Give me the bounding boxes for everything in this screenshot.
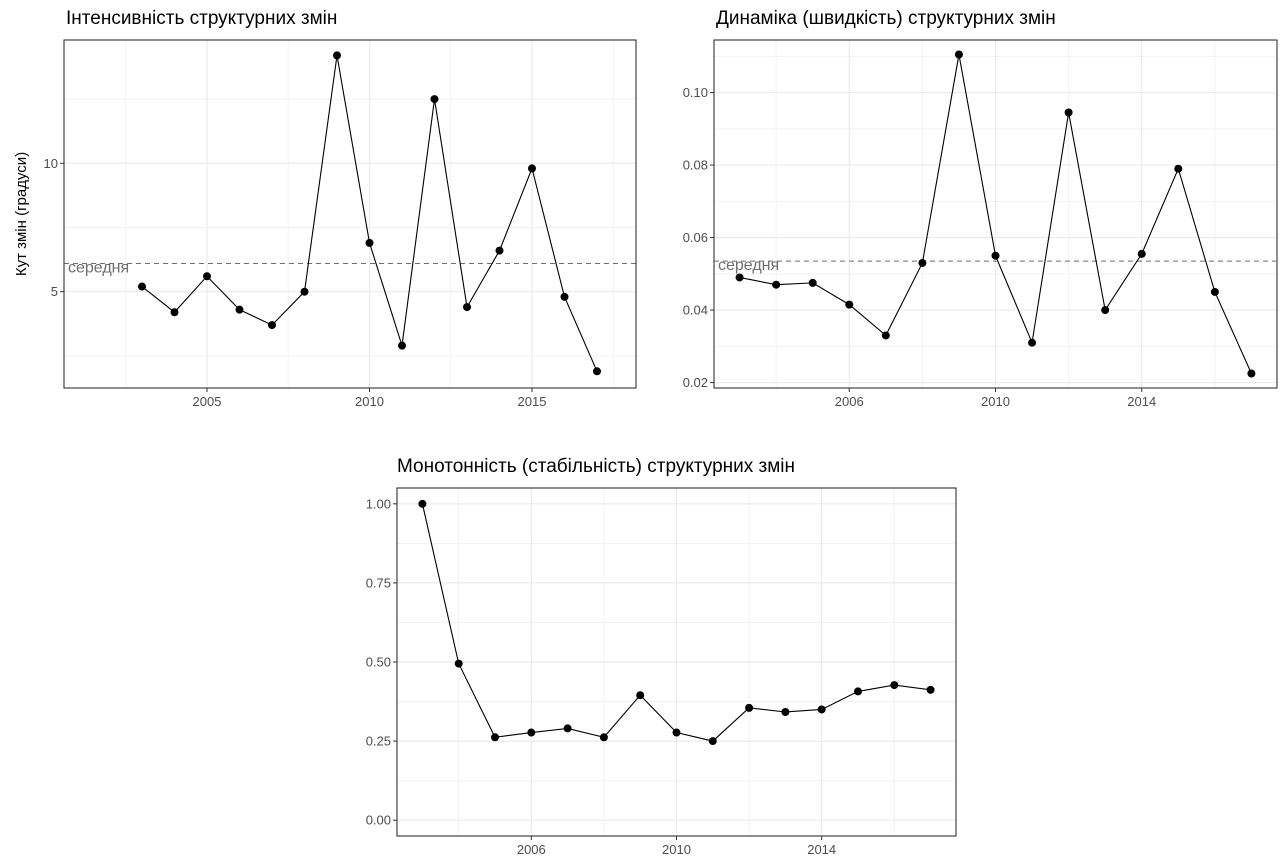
- x-tick-label: 2014: [1127, 394, 1156, 409]
- chart-title: Монотонність (стабільність) структурних …: [397, 456, 795, 477]
- data-points: [138, 51, 601, 376]
- data-point: [918, 258, 927, 267]
- x-tick-label: 2006: [835, 394, 864, 409]
- data-points: [735, 50, 1256, 378]
- data-point: [890, 681, 899, 690]
- data-point: [300, 287, 309, 296]
- x-tick-label: 2010: [355, 394, 384, 409]
- y-tick-label: 0.10: [683, 85, 708, 100]
- data-point: [1101, 306, 1110, 315]
- chart-monotonicity: Монотонність (стабільність) структурних …: [366, 456, 957, 857]
- data-point: [203, 272, 211, 281]
- data-point: [735, 273, 744, 282]
- data-point: [845, 300, 854, 309]
- data-point: [528, 164, 536, 173]
- y-tick-label: 10: [44, 156, 58, 171]
- chart-title: Інтенсивність структурних змін: [66, 8, 337, 29]
- x-tick-label: 2015: [518, 394, 547, 409]
- data-point: [781, 707, 790, 716]
- data-point: [365, 238, 374, 247]
- data-point: [454, 659, 463, 668]
- x-axis-ticks: 2005 2010 2015: [193, 388, 547, 409]
- mean-label: середня: [718, 257, 779, 274]
- chart-intensity: Інтенсивність структурних змін Кут змін …: [13, 8, 637, 409]
- data-point: [398, 341, 406, 350]
- data-point: [268, 321, 276, 330]
- data-point: [853, 687, 862, 696]
- data-point: [430, 95, 439, 104]
- data-point: [418, 499, 427, 508]
- y-axis-label: Кут змін (градуси): [13, 152, 30, 276]
- data-point: [235, 305, 244, 314]
- minor-gridlines: [714, 40, 1277, 388]
- x-axis-ticks: 2006 2010 2014: [835, 388, 1156, 409]
- y-tick-label: 0.75: [366, 575, 391, 590]
- minor-gridlines: [64, 40, 636, 388]
- data-point: [1210, 287, 1219, 296]
- data-point: [672, 728, 681, 737]
- data-point: [138, 282, 146, 291]
- y-axis-ticks: 5 10: [44, 156, 64, 299]
- data-point: [745, 703, 754, 712]
- x-tick-label: 2014: [807, 842, 836, 857]
- data-point: [599, 733, 608, 742]
- data-point: [333, 51, 341, 60]
- data-point: [708, 737, 717, 746]
- data-point: [560, 292, 569, 301]
- y-tick-label: 0.04: [683, 303, 708, 318]
- y-tick-label: 0.25: [366, 734, 391, 749]
- data-point: [593, 367, 601, 376]
- data-point: [527, 728, 536, 737]
- chart-title: Динаміка (швидкість) структурних змін: [716, 8, 1056, 29]
- data-point: [1247, 369, 1256, 378]
- data-point: [636, 691, 645, 700]
- data-points: [418, 499, 935, 746]
- y-tick-label: 0.06: [683, 230, 708, 245]
- data-point: [1174, 164, 1183, 173]
- x-tick-label: 2010: [662, 842, 691, 857]
- data-point: [808, 278, 817, 287]
- x-axis-ticks: 2006 2010 2014: [517, 836, 836, 857]
- data-point: [991, 251, 1000, 260]
- data-point: [926, 685, 935, 694]
- data-point: [1028, 338, 1037, 347]
- y-tick-label: 0.02: [683, 375, 708, 390]
- data-point: [1137, 249, 1146, 258]
- data-point: [772, 280, 781, 289]
- data-point: [170, 308, 179, 317]
- y-axis-ticks: 0.02 0.04 0.06 0.08 0.10: [683, 85, 714, 390]
- y-tick-label: 0.00: [366, 813, 391, 828]
- major-gridlines: [714, 40, 1277, 388]
- x-tick-label: 2005: [193, 394, 222, 409]
- panel-border: [63, 39, 637, 389]
- data-point: [1064, 108, 1073, 117]
- data-point: [491, 733, 500, 742]
- mean-label: середня: [68, 259, 129, 276]
- chart-dynamics: Динаміка (швидкість) структурних змін се…: [683, 8, 1278, 409]
- y-tick-label: 5: [51, 284, 58, 299]
- y-tick-label: 0.08: [683, 158, 708, 173]
- data-point: [817, 705, 826, 714]
- major-gridlines: [64, 40, 636, 388]
- data-point: [495, 246, 504, 255]
- data-point: [954, 50, 963, 59]
- data-point: [881, 331, 890, 340]
- x-tick-label: 2006: [517, 842, 546, 857]
- y-tick-label: 1.00: [366, 496, 391, 511]
- data-point: [463, 303, 471, 312]
- x-tick-label: 2010: [981, 394, 1010, 409]
- data-point: [563, 724, 572, 733]
- y-tick-label: 0.50: [366, 655, 391, 670]
- major-gridlines: [397, 488, 956, 836]
- y-axis-ticks: 0.00 0.25 0.50 0.75 1.00: [366, 496, 397, 828]
